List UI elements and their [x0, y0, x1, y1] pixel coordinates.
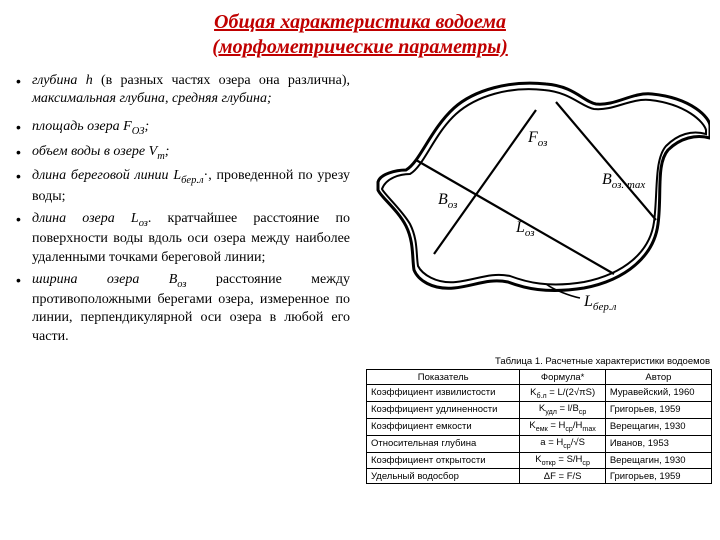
cell: Муравейский, 1960 [605, 385, 711, 402]
svg-text:Lбер.л: Lбер.л [583, 293, 617, 313]
cell: Kоткр = S/Hср [520, 452, 605, 469]
text: объем воды в озере V [32, 144, 157, 159]
cell: Удельный водосбор [367, 469, 520, 484]
text: длина береговой линии L [32, 168, 181, 183]
calc-table: Показатель Формула* Автор Коэффициент из… [366, 369, 712, 484]
cell: Верещагин, 1930 [605, 452, 711, 469]
list-item: длина береговой линии Lбер.л·, проведенн… [14, 167, 350, 206]
table-row: Относительная глубина a = Hср/√S Иванов,… [367, 435, 712, 452]
cell: Коэффициент открытости [367, 452, 520, 469]
table-row: Коэффициент удлиненности Kудл = l/Bср Гр… [367, 401, 712, 418]
calc-table-wrap: Таблица 1. Расчетные характеристики водо… [366, 356, 712, 484]
subscript: m [157, 151, 165, 162]
subscript: оз [139, 218, 148, 229]
cell: Kудл = l/Bср [520, 401, 605, 418]
lake-diagram: Fоз Bоз Bоз. max Lоз Lбер.л [370, 74, 710, 314]
list-item: площадь озера FОЗ; [14, 118, 350, 138]
cell: Kб.л = L/(2√πS) [520, 385, 605, 402]
cell: Верещагин, 1930 [605, 418, 711, 435]
table-row: Удельный водосбор ΔF = F/S Григорьев, 19… [367, 469, 712, 484]
col-header: Формула* [520, 370, 605, 385]
cell: Коэффициент извилистости [367, 385, 520, 402]
text: , [165, 91, 172, 106]
cell: Иванов, 1953 [605, 435, 711, 452]
bullet-list: глубина h (в разных частях озера она раз… [14, 72, 350, 350]
text: ширина озера B [32, 272, 177, 287]
table-row: Коэффициент емкости Kемк = Hср/Hmax Вере… [367, 418, 712, 435]
list-item: ширина озера Bоз расстояние между против… [14, 271, 350, 346]
table-caption: Таблица 1. Расчетные характеристики водо… [366, 356, 712, 369]
list-item: глубина h (в разных частях озера она раз… [14, 72, 350, 108]
slide-title: Общая характеристика водоема (морфометри… [0, 0, 720, 60]
cell: Kемк = Hср/Hmax [520, 418, 605, 435]
table-row: Коэффициент открытости Kоткр = S/Hср Вер… [367, 452, 712, 469]
text: длина озера L [32, 211, 139, 226]
cell: a = Hср/√S [520, 435, 605, 452]
text: ; [145, 119, 150, 134]
cell: Относительная глубина [367, 435, 520, 452]
text: максимальная глубина [32, 91, 165, 106]
cell: ΔF = F/S [520, 469, 605, 484]
list-item: длина озера Lоз. кратчайшее расстояние п… [14, 210, 350, 267]
text: ; [165, 144, 170, 159]
col-header: Показатель [367, 370, 520, 385]
text: площадь озера F [32, 119, 132, 134]
text: (в разных частях озера она различна), [93, 73, 350, 88]
list-item: объем воды в озере Vm; [14, 143, 350, 163]
cell: Коэффициент емкости [367, 418, 520, 435]
cell: Григорьев, 1959 [605, 401, 711, 418]
text: средняя глубина; [172, 91, 272, 106]
col-header: Автор [605, 370, 711, 385]
subscript: бер.л [181, 175, 203, 186]
table-header-row: Показатель Формула* Автор [367, 370, 712, 385]
text: глубина h [32, 73, 93, 88]
title-line-1: Общая характеристика водоема [214, 11, 506, 33]
cell: Григорьев, 1959 [605, 469, 711, 484]
table-row: Коэффициент извилистости Kб.л = L/(2√πS)… [367, 385, 712, 402]
title-line-2: (морфометрические параметры) [212, 36, 508, 58]
cell: Коэффициент удлиненности [367, 401, 520, 418]
subscript: ОЗ [132, 126, 145, 137]
